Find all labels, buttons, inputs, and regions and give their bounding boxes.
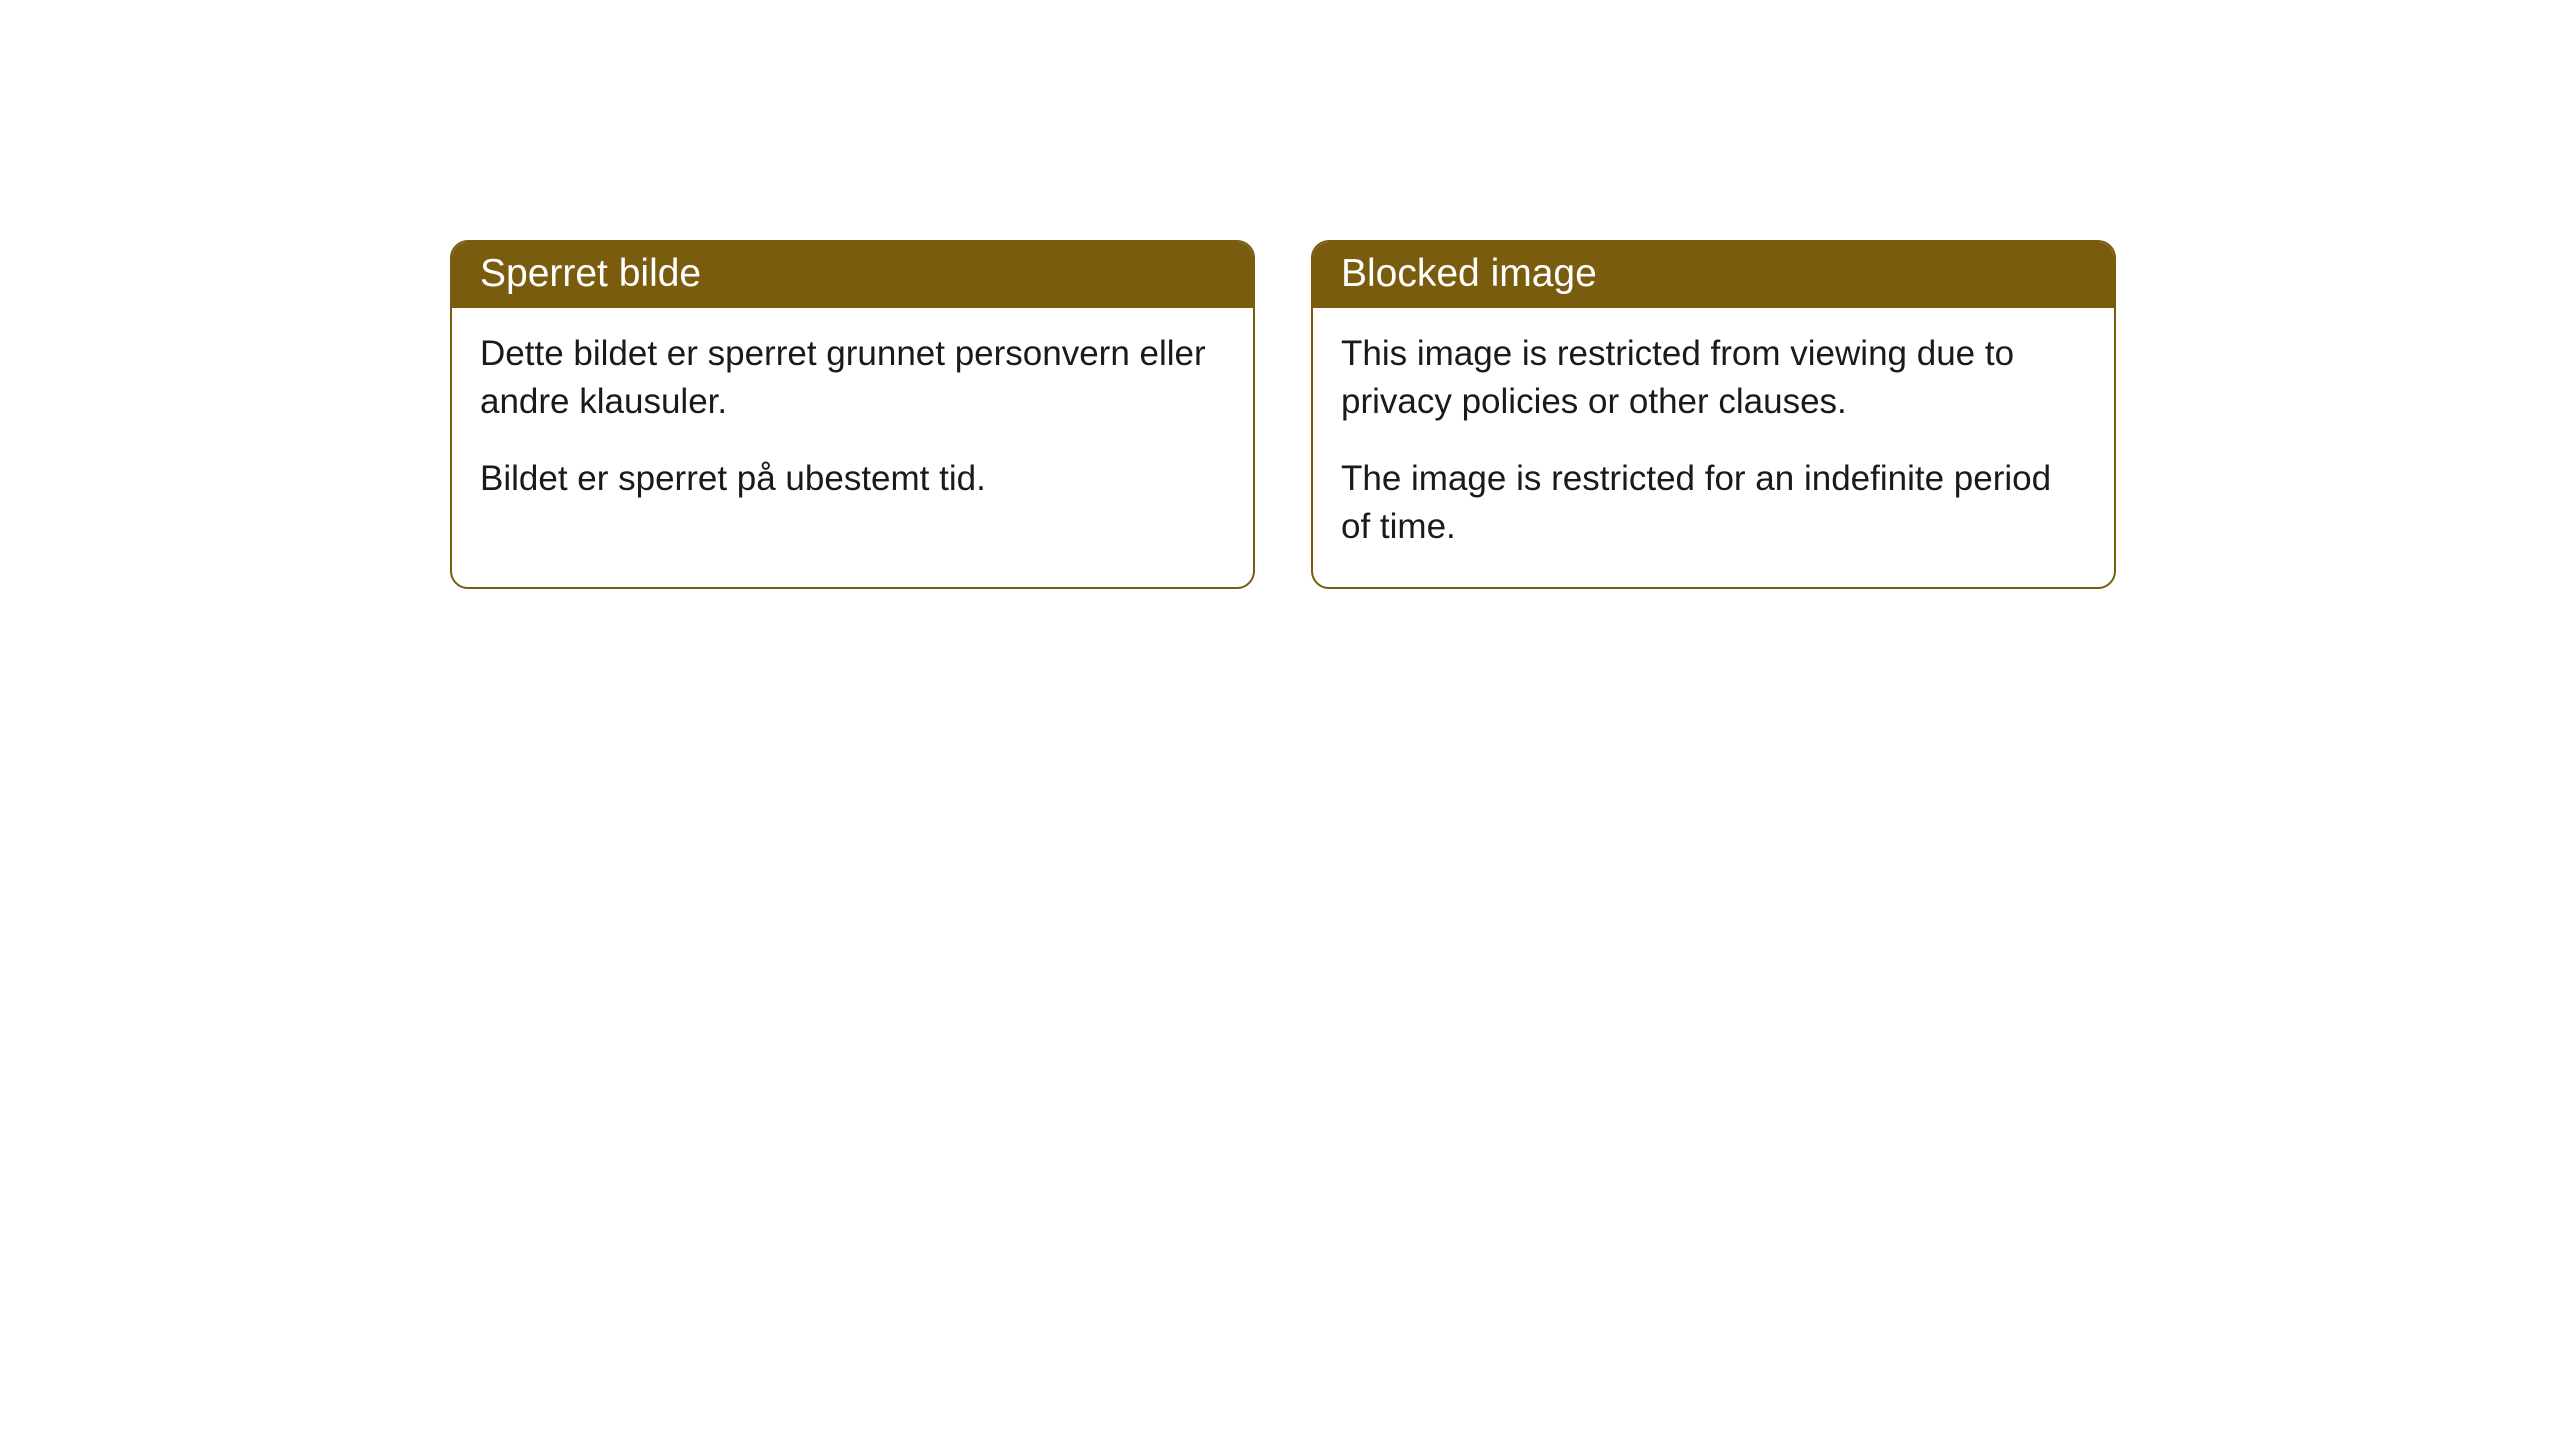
card-header: Sperret bilde — [452, 242, 1253, 308]
blocked-image-card-no: Sperret bilde Dette bildet er sperret gr… — [450, 240, 1255, 589]
card-body: Dette bildet er sperret grunnet personve… — [452, 308, 1253, 539]
notice-cards-container: Sperret bilde Dette bildet er sperret gr… — [450, 240, 2116, 589]
card-paragraph-2: The image is restricted for an indefinit… — [1341, 455, 2086, 552]
card-paragraph-1: Dette bildet er sperret grunnet personve… — [480, 330, 1225, 427]
card-title: Sperret bilde — [480, 252, 701, 295]
card-title: Blocked image — [1341, 252, 1597, 295]
card-body: This image is restricted from viewing du… — [1313, 308, 2114, 587]
blocked-image-card-en: Blocked image This image is restricted f… — [1311, 240, 2116, 589]
card-paragraph-1: This image is restricted from viewing du… — [1341, 330, 2086, 427]
card-paragraph-2: Bildet er sperret på ubestemt tid. — [480, 455, 1225, 503]
card-header: Blocked image — [1313, 242, 2114, 308]
